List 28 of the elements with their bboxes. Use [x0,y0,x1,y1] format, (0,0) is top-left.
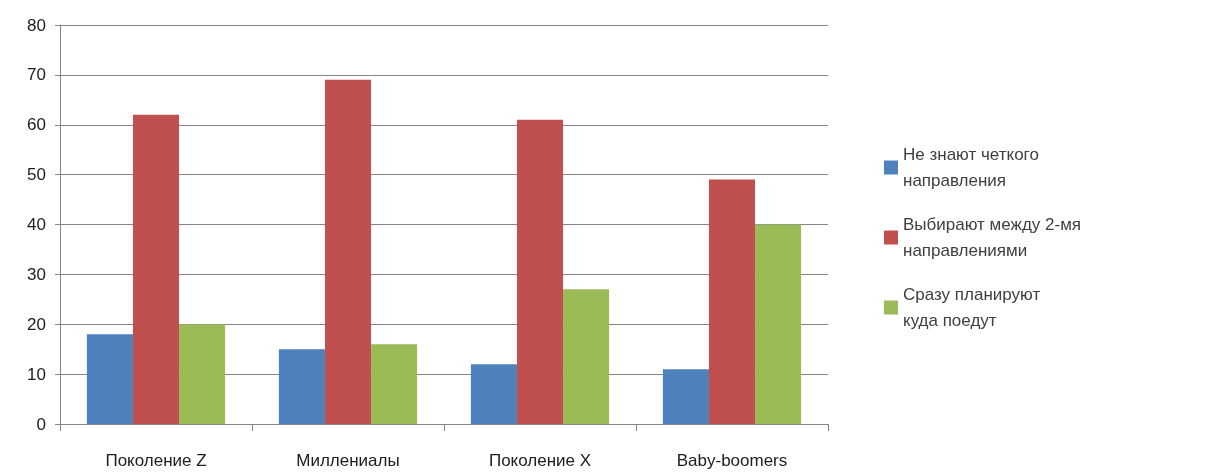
y-tick-label: 40 [27,215,46,234]
x-tick-label: Baby-boomers [676,451,788,470]
y-tick-label: 30 [27,264,46,284]
x-tick-label: Поколение X [488,451,592,470]
x-tick-label: Миллениалы [296,451,400,470]
bar [278,349,325,424]
y-tick-label: 80 [27,15,46,35]
bar [516,119,564,424]
bar [755,224,802,424]
x-tick-label: Поколение Z [105,451,207,470]
legend-label: Не знают четкого направления [903,145,1044,190]
bar [708,179,756,424]
bar [86,334,133,424]
bar [563,289,610,424]
y-tick-label: 20 [27,314,46,334]
bar [179,324,226,424]
legend-label: Выбирают между 2-мя направлениями [903,215,1082,260]
legend-label: Сразу планируют куда поедут [903,285,1045,330]
y-tick-label: 60 [27,115,46,135]
bar [470,364,517,424]
y-tick-label: 50 [27,165,46,185]
bar [324,79,372,424]
bar [662,369,709,424]
bar [371,344,418,424]
bar [132,114,180,424]
y-tick-label: 10 [27,364,46,384]
y-tick-label: 70 [27,65,46,85]
y-tick-label: 0 [36,414,46,434]
